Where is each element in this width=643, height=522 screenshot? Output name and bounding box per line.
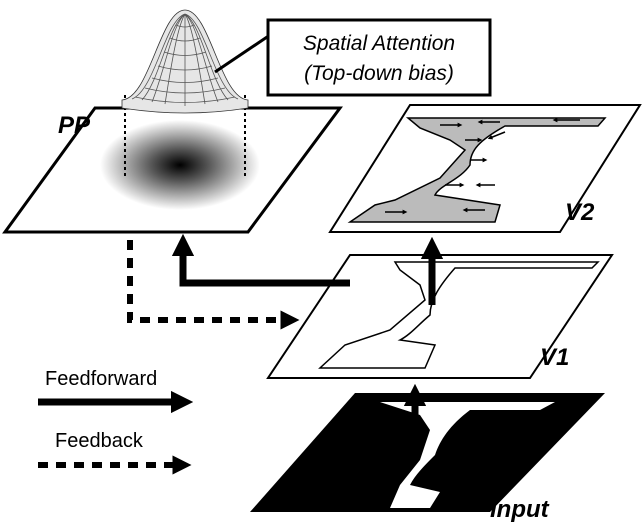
legend-label: Feedback	[55, 430, 144, 452]
layer-label: Input	[490, 496, 550, 522]
layer-label: PP	[58, 112, 91, 139]
callout-text: Spatial Attention	[303, 32, 455, 55]
callout-line	[215, 35, 270, 72]
layer-label: V1	[540, 344, 569, 371]
diagram: Spatial Attention (Top-down bias) PP V2 …	[0, 0, 643, 522]
legend-label: Feedforward	[45, 368, 157, 390]
layer-label: V2	[565, 199, 595, 226]
callout-text: (Top-down bias)	[304, 62, 454, 85]
